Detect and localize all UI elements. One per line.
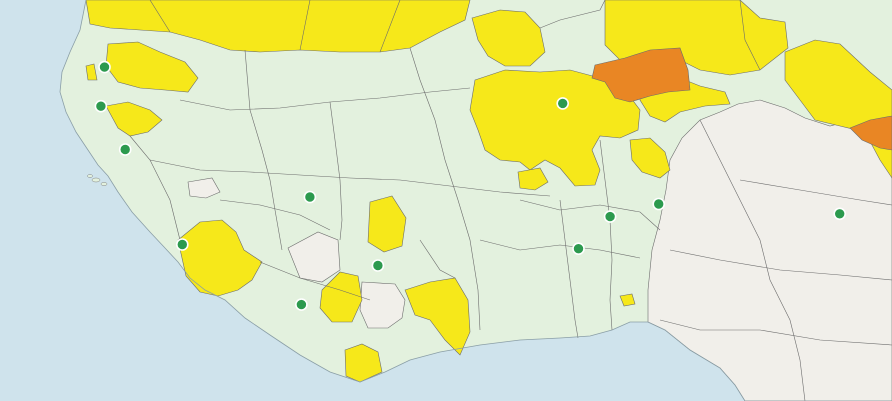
coastline <box>59 0 892 401</box>
location-marker-m1[interactable] <box>98 60 111 74</box>
stressed-senegal-north <box>105 41 199 93</box>
nodata-ghana-patch <box>359 281 406 329</box>
border-line <box>659 319 892 346</box>
stressed-ghana-north <box>404 277 471 356</box>
nodata-guinea-patch <box>187 177 221 199</box>
stressed-mali-burkina-belt <box>469 69 641 187</box>
stressed-burkina-south <box>367 195 407 253</box>
island <box>87 174 93 178</box>
stressed-civ-central <box>319 271 363 323</box>
location-marker-m5[interactable] <box>303 190 317 204</box>
stressed-nigeria-east <box>629 137 671 179</box>
location-marker-m4[interactable] <box>176 238 189 251</box>
border-line <box>409 47 481 331</box>
location-marker-m11[interactable] <box>652 197 666 211</box>
location-marker-m10[interactable] <box>603 210 617 223</box>
border-line <box>479 239 641 259</box>
admin-borders <box>129 0 892 401</box>
border-line <box>519 199 661 231</box>
location-marker-m6[interactable] <box>295 298 308 311</box>
no-data-layer <box>187 99 892 401</box>
stressed-central-strip <box>517 167 549 191</box>
stressed-ghana-coast <box>344 343 383 383</box>
island <box>100 182 108 186</box>
border-line <box>219 199 331 231</box>
location-marker-m9[interactable] <box>572 242 585 255</box>
border-line <box>739 179 892 206</box>
phase-stressed-layer <box>85 0 892 383</box>
phase-crisis-layer <box>591 47 892 151</box>
island <box>91 177 101 183</box>
location-marker-m7[interactable] <box>371 259 385 272</box>
stressed-north-mauritania <box>85 0 471 53</box>
border-line <box>739 0 761 71</box>
stressed-northeast <box>784 39 892 179</box>
location-marker-m8[interactable] <box>556 97 570 110</box>
border-line <box>129 135 181 241</box>
border-line <box>669 249 892 281</box>
location-marker-m3[interactable] <box>118 143 132 156</box>
crisis-niger <box>591 47 691 103</box>
stressed-guinea-sierra <box>177 219 263 297</box>
crisis-east-edge <box>849 115 892 151</box>
border-line <box>599 139 613 331</box>
border-line <box>329 101 343 241</box>
border-line <box>539 0 606 29</box>
border-line <box>259 261 371 301</box>
islands-group <box>87 174 108 186</box>
location-marker-m2[interactable] <box>94 99 108 113</box>
border-line <box>149 159 551 197</box>
stressed-gambia-band <box>105 101 163 137</box>
border-line <box>299 0 311 51</box>
border-line <box>379 0 401 53</box>
border-line <box>699 119 806 401</box>
stressed-west-coast-small <box>85 63 98 81</box>
markers-layer <box>94 60 847 311</box>
border-line <box>149 0 171 33</box>
border-line <box>559 199 579 339</box>
border-line <box>244 49 283 251</box>
location-marker-m12[interactable] <box>833 207 847 221</box>
stressed-north-center <box>471 9 546 67</box>
border-line <box>419 239 456 279</box>
stressed-small-patch <box>619 293 636 307</box>
